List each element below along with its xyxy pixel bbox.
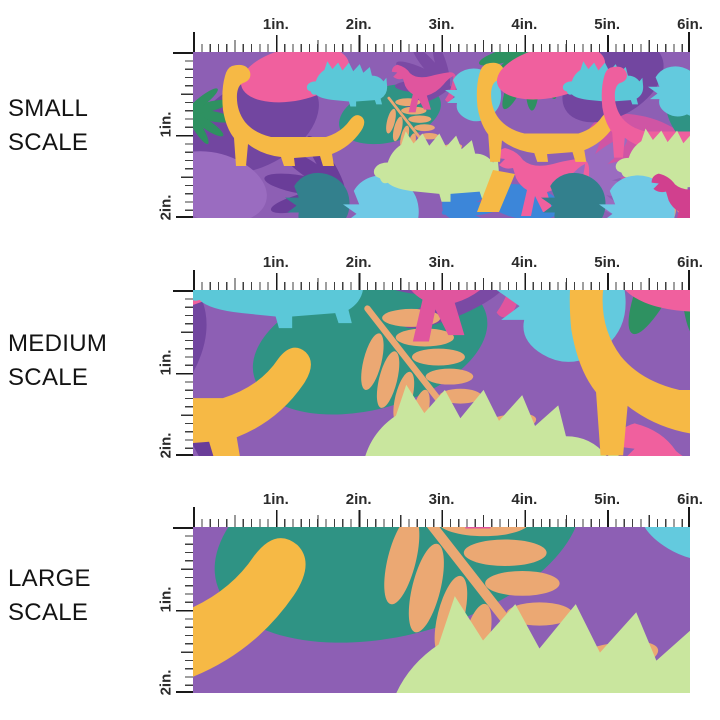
inch-ticks bbox=[193, 510, 690, 527]
vertical-ruler-large: 1in. 2in. bbox=[149, 527, 193, 695]
dinosaur-print-large bbox=[193, 527, 690, 693]
vertical-ruler-ticks bbox=[173, 290, 193, 456]
ruler-label-1in: 1in. bbox=[157, 349, 175, 376]
ruler-label-4in: 4in. bbox=[511, 254, 538, 271]
row-label-large-scale: LARGE SCALE bbox=[8, 562, 158, 630]
ruler-label-2in: 2in. bbox=[345, 16, 372, 33]
row-label-text: SCALE bbox=[8, 129, 89, 156]
horizontal-ruler-ticks bbox=[193, 270, 690, 290]
end-tick bbox=[176, 216, 193, 218]
horizontal-ruler-medium: 1in. 2in. 3in. 4in. 5in. 6in. bbox=[193, 254, 703, 290]
ruler-label-5in: 5in. bbox=[594, 16, 621, 33]
row-label-text: SCALE bbox=[8, 364, 89, 391]
ruler-label-1in: 1in. bbox=[157, 586, 175, 613]
end-tick bbox=[688, 507, 690, 527]
zero-tick bbox=[173, 527, 193, 529]
horizontal-ruler-ticks bbox=[193, 32, 690, 52]
row-label-text: SCALE bbox=[8, 599, 89, 626]
row-label-text: SMALL bbox=[8, 95, 89, 122]
horizontal-ruler-small: 1in. 2in. 3in. 4in. 5in. 6in. bbox=[193, 16, 703, 52]
ruler-label-3in: 3in. bbox=[428, 254, 455, 271]
ruler-label-6in: 6in. bbox=[677, 254, 703, 271]
zero-tick bbox=[173, 290, 193, 292]
end-tick bbox=[176, 454, 193, 456]
ruler-label-6in: 6in. bbox=[677, 16, 703, 33]
vertical-ruler-medium: 1in. 2in. bbox=[149, 290, 193, 458]
ruler-label-1in: 1in. bbox=[262, 254, 289, 271]
dinosaur-print-medium bbox=[193, 290, 690, 456]
inch-ticks bbox=[176, 52, 193, 218]
ruler-label-2in: 2in. bbox=[157, 432, 175, 459]
row-label-text: MEDIUM bbox=[8, 330, 108, 357]
zero-tick bbox=[193, 32, 195, 52]
ruler-label-3in: 3in. bbox=[428, 491, 455, 508]
ruler-label-2in: 2in. bbox=[157, 669, 175, 696]
ruler-label-1in: 1in. bbox=[157, 111, 175, 138]
vertical-ruler-small: 1in. 2in. bbox=[149, 52, 193, 220]
inch-ticks bbox=[193, 35, 690, 52]
horizontal-ruler-ticks bbox=[193, 507, 690, 527]
end-tick bbox=[688, 270, 690, 290]
ruler-label-1in: 1in. bbox=[262, 491, 289, 508]
zero-tick bbox=[193, 507, 195, 527]
inch-ticks bbox=[176, 527, 193, 693]
row-label-medium-scale: MEDIUM SCALE bbox=[8, 327, 158, 395]
ruler-label-2in: 2in. bbox=[345, 254, 372, 271]
ruler-label-5in: 5in. bbox=[594, 491, 621, 508]
ruler-label-4in: 4in. bbox=[511, 16, 538, 33]
ruler-label-3in: 3in. bbox=[428, 16, 455, 33]
ruler-label-5in: 5in. bbox=[594, 254, 621, 271]
vertical-ruler-ticks bbox=[173, 52, 193, 218]
end-tick bbox=[176, 691, 193, 693]
fabric-swatch-medium-scale bbox=[193, 290, 690, 456]
ruler-label-4in: 4in. bbox=[511, 491, 538, 508]
zero-tick bbox=[193, 270, 195, 290]
dinosaur-print-small bbox=[193, 52, 690, 218]
ruler-label-2in: 2in. bbox=[157, 194, 175, 221]
ruler-label-6in: 6in. bbox=[677, 491, 703, 508]
row-label-small-scale: SMALL SCALE bbox=[8, 92, 158, 160]
ruler-label-1in: 1in. bbox=[262, 16, 289, 33]
fabric-swatch-large-scale bbox=[193, 527, 690, 693]
inch-ticks bbox=[193, 273, 690, 290]
ruler-label-2in: 2in. bbox=[345, 491, 372, 508]
zero-tick bbox=[173, 52, 193, 54]
end-tick bbox=[688, 32, 690, 52]
row-label-text: LARGE bbox=[8, 565, 91, 592]
horizontal-ruler-large: 1in. 2in. 3in. 4in. 5in. 6in. bbox=[193, 491, 703, 527]
vertical-ruler-ticks bbox=[173, 527, 193, 693]
inch-ticks bbox=[176, 290, 193, 456]
fabric-swatch-small-scale bbox=[193, 52, 690, 218]
